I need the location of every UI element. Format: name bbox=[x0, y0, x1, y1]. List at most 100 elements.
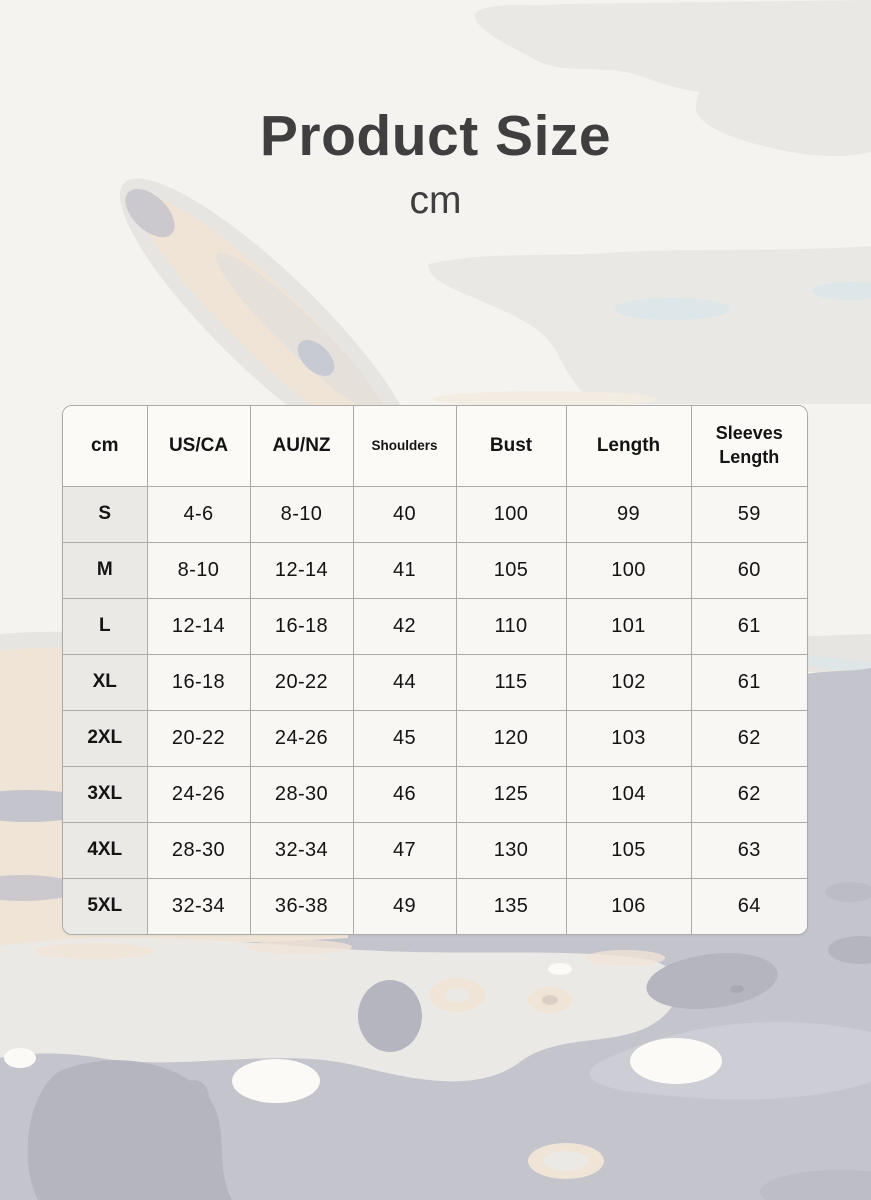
table-row-5xl: 5XL 32-34 36-38 49 135 106 64 bbox=[63, 878, 807, 934]
cell-length: 106 bbox=[566, 878, 692, 934]
column-header-length: Length bbox=[566, 406, 692, 487]
table-row-l: L 12-14 16-18 42 110 101 61 bbox=[63, 598, 807, 655]
beige-wisp bbox=[433, 391, 657, 407]
cell-us-ca: 32-34 bbox=[147, 878, 251, 934]
table-row-4xl: 4XL 28-30 32-34 47 130 105 63 bbox=[63, 822, 807, 879]
size-label: M bbox=[63, 542, 148, 599]
cell-bust: 115 bbox=[456, 654, 567, 711]
cell-au-nz: 24-26 bbox=[250, 710, 354, 767]
column-header-bust: Bust bbox=[456, 406, 567, 487]
cell-au-nz: 28-30 bbox=[250, 766, 354, 823]
cell-sleeves-length: 61 bbox=[691, 598, 807, 655]
cloud-shape bbox=[428, 246, 871, 404]
cell-bust: 110 bbox=[456, 598, 567, 655]
cloud-shape bbox=[695, 48, 871, 157]
cell-bust: 135 bbox=[456, 878, 567, 934]
beige-accent bbox=[544, 1151, 588, 1171]
sea-blob bbox=[825, 882, 871, 902]
cell-shoulders: 44 bbox=[353, 654, 457, 711]
cell-us-ca: 4-6 bbox=[147, 486, 251, 543]
cell-bust: 100 bbox=[456, 486, 567, 543]
header-row: cm US/CA AU/NZ Shoulders Bust Length Sleeves L… bbox=[63, 406, 807, 487]
dark-patch bbox=[358, 980, 422, 1052]
cell-us-ca: 20-22 bbox=[147, 710, 251, 767]
cream-island bbox=[0, 937, 679, 1082]
cell-us-ca: 8-10 bbox=[147, 542, 251, 599]
pale-blue-streak bbox=[614, 298, 730, 320]
cell-length: 101 bbox=[566, 598, 692, 655]
cell-length: 105 bbox=[566, 822, 692, 879]
size-label: XL bbox=[63, 654, 148, 711]
white-blob bbox=[548, 963, 572, 975]
cell-shoulders: 45 bbox=[353, 710, 457, 767]
beige-accent bbox=[35, 943, 155, 959]
table-header: cm US/CA AU/NZ Shoulders Bust Length Sleeves L… bbox=[63, 406, 807, 487]
title-block: Product Size cm bbox=[0, 0, 871, 222]
dark-patch bbox=[730, 985, 744, 993]
cell-us-ca: 28-30 bbox=[147, 822, 251, 879]
beige-accent bbox=[248, 940, 352, 954]
white-blob bbox=[4, 1048, 36, 1068]
cell-shoulders: 41 bbox=[353, 542, 457, 599]
sea-blob bbox=[0, 875, 80, 901]
cell-sleeves-length: 63 bbox=[691, 822, 807, 879]
cell-bust: 120 bbox=[456, 710, 567, 767]
beige-accent bbox=[585, 950, 665, 966]
cell-au-nz: 12-14 bbox=[250, 542, 354, 599]
table-row-xl: XL 16-18 20-22 44 115 102 61 bbox=[63, 654, 807, 711]
size-label: 5XL bbox=[63, 878, 148, 934]
cell-length: 100 bbox=[566, 542, 692, 599]
cell-shoulders: 40 bbox=[353, 486, 457, 543]
cell-us-ca: 12-14 bbox=[147, 598, 251, 655]
cell-length: 104 bbox=[566, 766, 692, 823]
table-row-m: M 8-10 12-14 41 105 100 60 bbox=[63, 542, 807, 599]
white-blob bbox=[630, 1038, 722, 1084]
cell-sleeves-length: 64 bbox=[691, 878, 807, 934]
size-label: S bbox=[63, 486, 148, 543]
cell-sleeves-length: 62 bbox=[691, 766, 807, 823]
cell-au-nz: 20-22 bbox=[250, 654, 354, 711]
dark-patch bbox=[760, 1170, 871, 1200]
cell-au-nz: 8-10 bbox=[250, 486, 354, 543]
cell-sleeves-length: 59 bbox=[691, 486, 807, 543]
column-header-sleeves-length: Sleeves Length bbox=[691, 406, 807, 487]
column-header-us-ca: US/CA bbox=[147, 406, 251, 487]
column-header-cm: cm bbox=[63, 406, 148, 487]
cell-length: 99 bbox=[566, 486, 692, 543]
page-title: Product Size bbox=[259, 104, 612, 168]
cell-sleeves-length: 62 bbox=[691, 710, 807, 767]
table-row-s: S 4-6 8-10 40 100 99 59 bbox=[63, 486, 807, 543]
cell-shoulders: 46 bbox=[353, 766, 457, 823]
dark-patch bbox=[828, 936, 871, 964]
brush-stroke bbox=[119, 178, 417, 466]
cell-us-ca: 24-26 bbox=[147, 766, 251, 823]
size-label: 2XL bbox=[63, 710, 148, 767]
column-header-au-nz: AU/NZ bbox=[250, 406, 354, 487]
cell-bust: 130 bbox=[456, 822, 567, 879]
cell-bust: 125 bbox=[456, 766, 567, 823]
beige-accent bbox=[445, 988, 469, 1002]
cell-sleeves-length: 60 bbox=[691, 542, 807, 599]
size-label: L bbox=[63, 598, 148, 655]
pale-blue-streak bbox=[812, 282, 871, 300]
dark-patch bbox=[646, 953, 778, 1009]
cell-length: 102 bbox=[566, 654, 692, 711]
cell-bust: 105 bbox=[456, 542, 567, 599]
table-row-3xl: 3XL 24-26 28-30 46 125 104 62 bbox=[63, 766, 807, 823]
size-chart-table: cm US/CA AU/NZ Shoulders Bust Length Sleeves L… bbox=[62, 405, 808, 935]
cell-au-nz: 36-38 bbox=[250, 878, 354, 934]
size-label: 4XL bbox=[63, 822, 148, 879]
beige-accent bbox=[542, 995, 558, 1005]
cell-au-nz: 32-34 bbox=[250, 822, 354, 879]
size-label: 3XL bbox=[63, 766, 148, 823]
cell-au-nz: 16-18 bbox=[250, 598, 354, 655]
cell-sleeves-length: 61 bbox=[691, 654, 807, 711]
table-row-2xl: 2XL 20-22 24-26 45 120 103 62 bbox=[63, 710, 807, 767]
dark-patch bbox=[179, 1080, 209, 1116]
table-body: S 4-6 8-10 40 100 99 59 M 8-10 12-14 41 105 100 60 L 12… bbox=[63, 486, 807, 934]
column-header-shoulders: Shoulders bbox=[353, 406, 457, 487]
cell-shoulders: 42 bbox=[353, 598, 457, 655]
cell-shoulders: 49 bbox=[353, 878, 457, 934]
cell-length: 103 bbox=[566, 710, 692, 767]
size-table: cm US/CA AU/NZ Shoulders Bust Length Sleeves L… bbox=[63, 406, 807, 934]
